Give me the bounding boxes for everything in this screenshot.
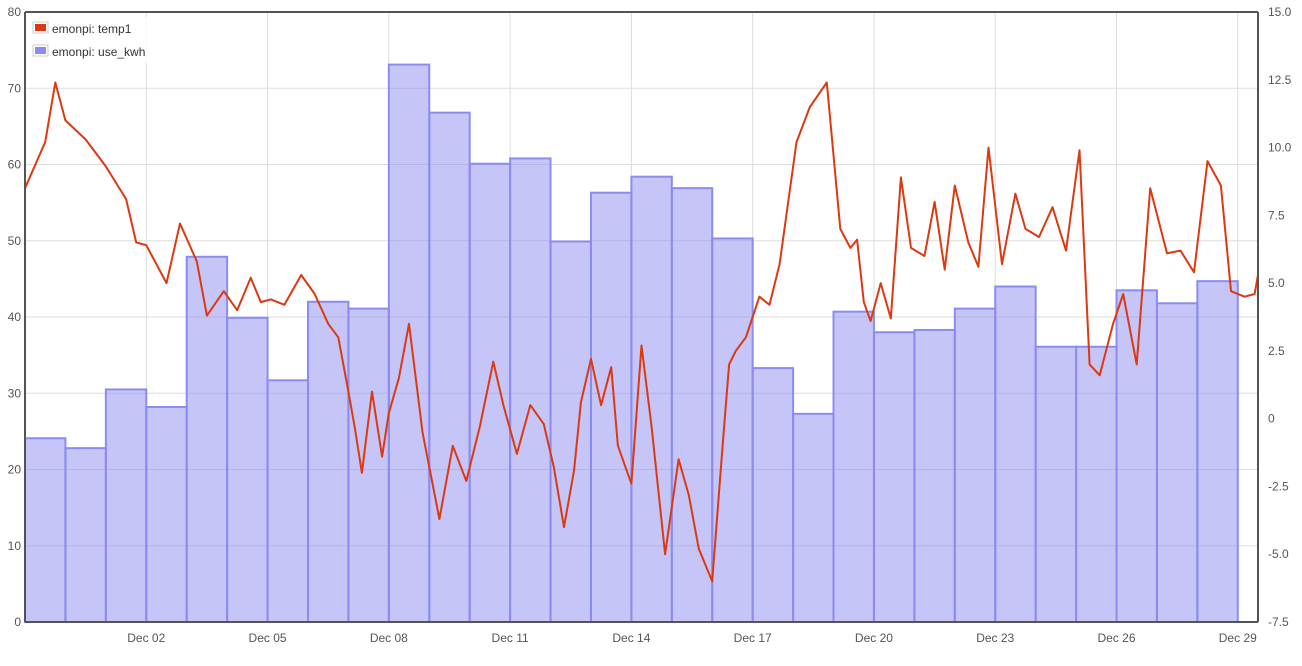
x-tick-label: Dec 08 [370,631,408,645]
y-left-tick-label: 40 [8,310,22,324]
legend-item-temp1[interactable]: emonpi: temp1 [32,21,132,36]
bar-use-kwh-2023-12-11[interactable] [509,157,552,623]
bar-use-kwh-2023-12-12[interactable] [549,240,592,623]
legend: emonpi: temp1 emonpi: use_kwh [29,17,159,63]
y-left-tick-label: 20 [8,463,22,477]
bar-use-kwh-2023-12-16[interactable] [711,237,754,623]
y-left-tick-label: 80 [8,5,22,19]
bar-use-kwh-2023-12-04[interactable] [226,316,269,623]
y-left-tick-label: 10 [8,539,22,553]
y-right-tick-label: 7.5 [1268,208,1285,222]
y-right-tick-label: 10.0 [1268,141,1292,155]
bar-use-kwh-2023-12-01[interactable] [104,388,148,623]
line-temp1 [24,81,1259,583]
x-tick-label: Dec 02 [127,631,165,645]
y-left-tick-label: 60 [8,158,22,172]
y-right-tick-label: -2.5 [1268,479,1289,493]
y-right-tick-label: -5.0 [1268,547,1289,561]
y-right-tick-label: 15.0 [1268,5,1292,19]
bars-use-kwh [24,63,1239,624]
bar-use-kwh-2023-12-20[interactable] [872,331,916,623]
y-left-tick-label: 70 [8,81,22,95]
bar-use-kwh-2023-11-29[interactable] [24,437,67,623]
legend-label-use-kwh: emonpi: use_kwh [52,45,145,59]
x-tick-label: Dec 20 [855,631,893,645]
x-tick-label: Dec 11 [492,631,529,645]
y-right-tick-label: -7.5 [1268,615,1289,629]
bar-use-kwh-2023-12-08[interactable] [387,63,431,624]
bar-use-kwh-2023-12-07[interactable] [347,307,390,623]
y-right-tick-label: 12.5 [1268,73,1292,87]
y-right-axis: -7.5 -5.0 -2.5 0 2.5 5.0 7.5 10.0 12.5 15.0 [1268,5,1292,629]
x-tick-label: Dec 26 [1097,631,1135,645]
bar-use-kwh-2023-12-23[interactable] [994,285,1037,623]
x-tick-label: Dec 14 [612,631,650,645]
bar-use-kwh-2023-12-21[interactable] [913,328,956,623]
bar-use-kwh-2023-12-18[interactable] [792,412,835,623]
bar-use-kwh-2023-12-03[interactable] [185,255,229,623]
legend-item-use-kwh[interactable]: emonpi: use_kwh [32,44,145,59]
bar-use-kwh-2023-12-28[interactable] [1196,280,1239,623]
bar-use-kwh-2023-12-15[interactable] [670,187,714,623]
plot-frame [24,11,1259,623]
y-right-tick-label: 0 [1268,412,1275,426]
y-right-tick-label: 5.0 [1268,276,1285,290]
legend-swatch-use-kwh [35,47,46,54]
y-right-tick-label: 2.5 [1268,344,1285,358]
bar-use-kwh-2023-12-09[interactable] [428,111,471,624]
bar-use-kwh-2023-11-30[interactable] [64,447,107,623]
bar-use-kwh-2023-12-26[interactable] [1115,289,1158,623]
y-left-tick-label: 50 [8,234,22,248]
bar-use-kwh-2023-12-02[interactable] [145,405,188,623]
y-left-tick-label: 0 [14,615,21,629]
bar-use-kwh-2023-12-19[interactable] [832,310,875,623]
legend-label-temp1: emonpi: temp1 [52,22,132,36]
bar-use-kwh-2023-12-25[interactable] [1075,345,1118,623]
x-tick-label: Dec 05 [249,631,287,645]
x-axis: Dec 02 Dec 05 Dec 08 Dec 11 Dec 14 Dec 17 Dec … [127,631,1257,645]
bar-use-kwh-2023-12-10[interactable] [468,162,512,624]
legend-swatch-temp1 [35,24,46,31]
bar-use-kwh-2023-12-13[interactable] [589,191,633,623]
x-tick-label: Dec 23 [976,631,1014,645]
x-tick-label: Dec 29 [1219,631,1257,645]
bar-use-kwh-2023-12-06[interactable] [306,300,350,623]
bar-use-kwh-2023-12-24[interactable] [1034,345,1078,623]
x-tick-label: Dec 17 [734,631,772,645]
y-left-axis: 0 10 20 30 40 50 60 70 80 [8,5,22,629]
bar-use-kwh-2023-12-17[interactable] [751,367,795,623]
bar-use-kwh-2023-12-22[interactable] [953,307,997,623]
y-left-tick-label: 30 [8,386,22,400]
bar-use-kwh-2023-12-27[interactable] [1155,302,1199,623]
bar-use-kwh-2023-12-05[interactable] [266,379,309,623]
